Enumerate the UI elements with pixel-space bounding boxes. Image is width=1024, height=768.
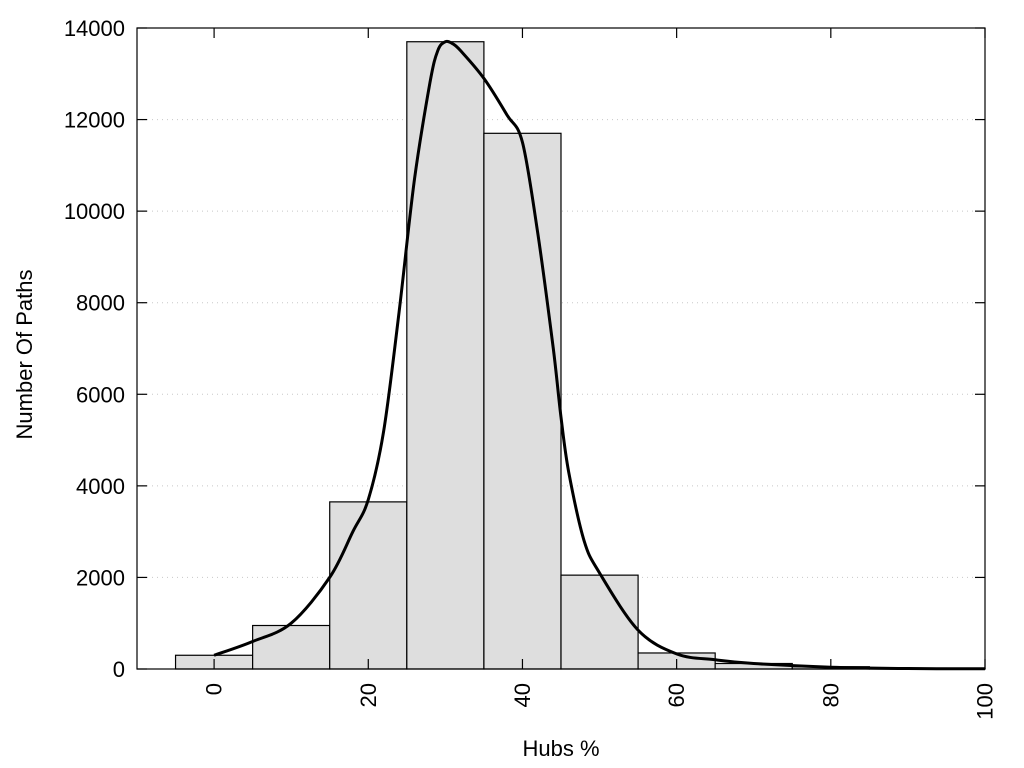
density-curve [213, 39, 986, 671]
x-tick-label-0: 0 [202, 683, 227, 695]
y-tick-label-5: 10000 [64, 199, 125, 224]
y-tick-label-6: 12000 [64, 108, 125, 133]
y-tick-label-7: 14000 [64, 16, 125, 41]
plot-frame [136, 27, 986, 670]
x-tick-label-4: 80 [818, 683, 843, 707]
y-tick-label-1: 2000 [76, 565, 125, 590]
bar-2 [329, 501, 408, 670]
y-tick-label-2: 4000 [76, 474, 125, 499]
y-axis-label: Number Of Paths [12, 270, 37, 440]
x-tick-label-1: 20 [356, 683, 381, 707]
y-tick-label-4: 8000 [76, 291, 125, 316]
y-tick-label-3: 6000 [76, 382, 125, 407]
x-tick-label-2: 40 [510, 683, 535, 707]
y-tick-label-0: 0 [113, 657, 125, 682]
bar-3 [406, 41, 485, 670]
bar-1 [252, 624, 331, 670]
axis-ticks: 0 2000 4000 6000 8000 10000 12000 14000 0 20 40 60 8… [64, 16, 998, 720]
bar-4 [483, 132, 562, 670]
bar-5 [560, 574, 639, 670]
x-tick-label-3: 60 [664, 683, 689, 707]
x-axis-label: Hubs % [522, 736, 599, 761]
x-tick-label-5: 100 [973, 683, 998, 720]
histogram-bars [174, 41, 986, 670]
